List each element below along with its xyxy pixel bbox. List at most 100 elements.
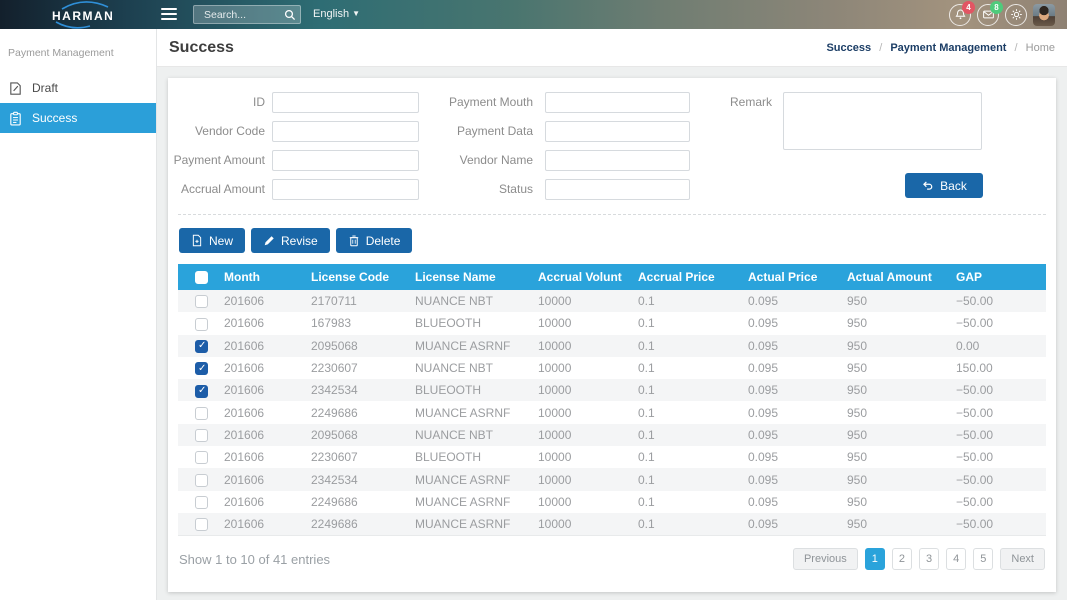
section-divider xyxy=(178,214,1046,215)
column-header-license-name[interactable]: License Name xyxy=(415,264,538,290)
cell-accrual-volunt: 10000 xyxy=(538,383,572,398)
breadcrumb-separator: / xyxy=(879,41,883,54)
new-button[interactable]: New xyxy=(179,228,246,253)
sidebar: Payment Management Draft Success xyxy=(0,29,157,600)
column-header-license-code[interactable]: License Code xyxy=(311,264,415,290)
row-checkbox[interactable] xyxy=(195,429,208,443)
table-row: 201606 2095068 NUANCE NBT 10000 0.1 0.095 950 −… xyxy=(178,423,1046,447)
cell-month: 201606 xyxy=(224,383,265,398)
row-checkbox[interactable] xyxy=(195,317,208,331)
chevron-down-icon: ▼ xyxy=(352,9,360,18)
table-row: 201606 2342534 BLUEOOTH 10000 0.1 0.095 950 −50… xyxy=(178,379,1046,402)
page-button-2[interactable]: 2 xyxy=(891,548,912,570)
payment-mouth-field[interactable] xyxy=(545,92,690,113)
entries-summary: Show 1 to 10 of 41 entries xyxy=(179,551,331,567)
cell-actual-amount: 950 xyxy=(847,405,868,420)
cell-license-name: MUANCE ASRNF xyxy=(415,472,511,487)
row-checkbox[interactable] xyxy=(195,362,208,376)
column-header-actual-price[interactable]: Actual Price xyxy=(748,264,847,290)
breadcrumb-payment-management[interactable]: Payment Management xyxy=(890,41,1007,54)
page-button-4[interactable]: 4 xyxy=(946,548,967,570)
cell-actual-price: 0.095 xyxy=(748,427,779,442)
language-selector[interactable]: English ▼ xyxy=(313,8,360,20)
row-checkbox[interactable] xyxy=(195,295,208,309)
table-row: 201606 2095068 MUANCE ASRNF 10000 0.1 0.095 95… xyxy=(178,334,1046,357)
harman-logo[interactable]: HARMAN xyxy=(46,1,118,29)
previous-page-button[interactable]: Previous xyxy=(792,548,858,570)
column-header-accrual-volunt[interactable]: Accrual Volunt xyxy=(538,264,638,290)
revise-button[interactable]: Revise xyxy=(251,228,330,253)
cell-actual-amount: 950 xyxy=(847,338,868,353)
cell-gap: −50.00 xyxy=(956,405,994,420)
back-button[interactable]: Back xyxy=(905,173,983,198)
row-checkbox[interactable] xyxy=(195,339,208,353)
row-checkbox[interactable] xyxy=(195,518,208,532)
cell-actual-amount: 950 xyxy=(847,450,868,465)
row-checkbox[interactable] xyxy=(195,451,208,465)
column-header-accrual-price[interactable]: Accrual Price xyxy=(638,264,748,290)
cell-accrual-volunt: 10000 xyxy=(538,316,572,331)
next-page-button[interactable]: Next xyxy=(1000,548,1045,570)
delete-button[interactable]: Delete xyxy=(335,228,413,253)
page-button-3[interactable]: 3 xyxy=(919,548,940,570)
payment-data-field[interactable] xyxy=(545,121,690,142)
accrual-amount-field[interactable] xyxy=(272,179,419,200)
table-row: 201606 2230607 BLUEOOTH 10000 0.1 0.095 950 −50… xyxy=(178,446,1046,468)
cell-license-code: 2095068 xyxy=(311,427,358,442)
row-checkbox[interactable] xyxy=(195,473,208,487)
cell-actual-price: 0.095 xyxy=(748,494,779,509)
vendor-code-field[interactable] xyxy=(272,121,419,142)
column-header-month[interactable]: Month xyxy=(224,264,311,290)
envelope-icon xyxy=(982,10,994,19)
notifications-button[interactable]: 4 xyxy=(949,0,975,26)
settings-button[interactable] xyxy=(1005,3,1027,26)
payment-amount-field[interactable] xyxy=(272,150,419,171)
id-field[interactable] xyxy=(272,92,419,113)
table-row: 201606 2170711 NUANCE NBT 10000 0.1 0.095 950 −… xyxy=(178,290,1046,313)
delete-button-label: Delete xyxy=(365,233,401,248)
page-title: Success xyxy=(169,38,234,56)
search-input[interactable] xyxy=(204,8,284,21)
cell-actual-price: 0.095 xyxy=(748,516,779,531)
cell-license-name: MUANCE ASRNF xyxy=(415,516,511,531)
cell-actual-amount: 950 xyxy=(847,294,868,309)
payment-amount-label: Payment Amount xyxy=(173,153,265,167)
payment-data-label: Payment Data xyxy=(456,124,533,138)
select-all-checkbox[interactable] xyxy=(195,271,208,285)
status-field[interactable] xyxy=(545,179,690,200)
vendor-name-field[interactable] xyxy=(545,150,690,171)
sidebar-item-success[interactable]: Success xyxy=(0,103,156,133)
top-bar: HARMAN English▼ 4 8 xyxy=(0,0,1067,29)
cell-license-code: 167983 xyxy=(311,316,352,331)
user-avatar[interactable] xyxy=(1033,3,1055,26)
sidebar-section-title: Payment Management xyxy=(8,47,114,59)
row-checkbox[interactable] xyxy=(195,406,208,420)
breadcrumb-home[interactable]: Home xyxy=(1025,41,1055,54)
messages-button[interactable]: 8 xyxy=(977,0,1003,26)
column-header-gap[interactable]: GAP xyxy=(956,264,1046,290)
cell-actual-amount: 950 xyxy=(847,427,868,442)
back-button-label: Back xyxy=(940,178,967,193)
search-icon[interactable] xyxy=(284,9,296,21)
remark-field[interactable] xyxy=(783,92,982,150)
cell-license-name: NUANCE NBT xyxy=(415,361,494,376)
success-clipboard-icon xyxy=(10,111,21,125)
breadcrumb-success[interactable]: Success xyxy=(826,41,872,54)
column-header-actual-amount[interactable]: Actual Amount xyxy=(847,264,956,290)
topbar-actions: 4 8 xyxy=(949,0,1055,29)
table-row: 201606 2249686 MUANCE ASRNF 10000 0.1 0.095 95… xyxy=(178,401,1046,423)
row-checkbox[interactable] xyxy=(195,384,208,398)
page-button-5[interactable]: 5 xyxy=(973,548,994,570)
breadcrumb-separator: / xyxy=(1014,41,1018,54)
cell-license-name: NUANCE NBT xyxy=(415,294,494,309)
row-checkbox[interactable] xyxy=(195,495,208,509)
page-button-1[interactable]: 1 xyxy=(864,548,885,570)
menu-toggle-icon[interactable] xyxy=(161,8,177,21)
sidebar-item-draft[interactable]: Draft xyxy=(0,73,156,103)
cell-gap: 150.00 xyxy=(956,361,993,376)
cell-license-code: 2170711 xyxy=(311,294,357,309)
cell-license-name: BLUEOOTH xyxy=(415,450,482,465)
cell-license-name: BLUEOOTH xyxy=(415,316,482,331)
vendor-code-label: Vendor Code xyxy=(194,124,265,138)
